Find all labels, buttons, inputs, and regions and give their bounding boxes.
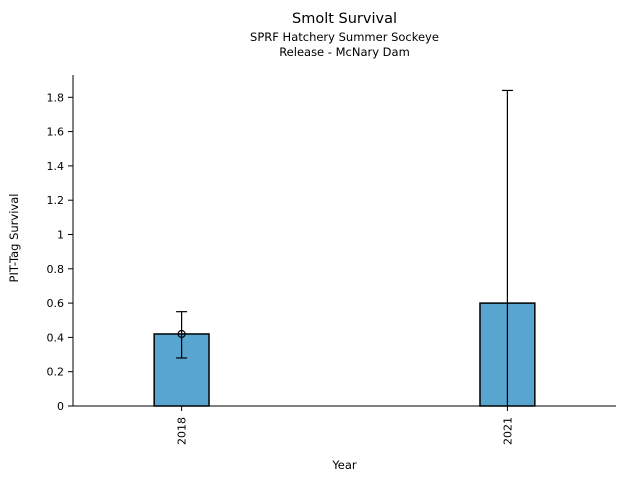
y-tick-label: 1.2 xyxy=(47,194,65,207)
y-tick-label: 1.8 xyxy=(47,91,65,104)
chart-title: Smolt Survival xyxy=(292,11,397,27)
chart-subtitle-line2: Release - McNary Dam xyxy=(279,45,410,59)
point-estimate-marker xyxy=(177,329,186,339)
y-tick-label: 1 xyxy=(57,228,64,241)
y-axis-label: PIT-Tag Survival xyxy=(7,193,21,283)
y-tick-label: 0.4 xyxy=(47,331,65,344)
chart-subtitle-line1: SPRF Hatchery Summer Sockeye xyxy=(250,30,439,44)
x-tick-label: 2021 xyxy=(501,417,514,445)
x-axis-label: Year xyxy=(332,458,357,472)
y-tick-label: 1.4 xyxy=(47,160,65,173)
y-tick-label: 0.6 xyxy=(47,297,65,310)
y-tick-label: 0 xyxy=(57,400,64,413)
y-tick-label: 0.2 xyxy=(47,366,65,379)
y-tick-label: 1.6 xyxy=(47,126,65,139)
y-tick-label: 0.8 xyxy=(47,263,65,276)
x-tick-label: 2018 xyxy=(176,417,189,445)
